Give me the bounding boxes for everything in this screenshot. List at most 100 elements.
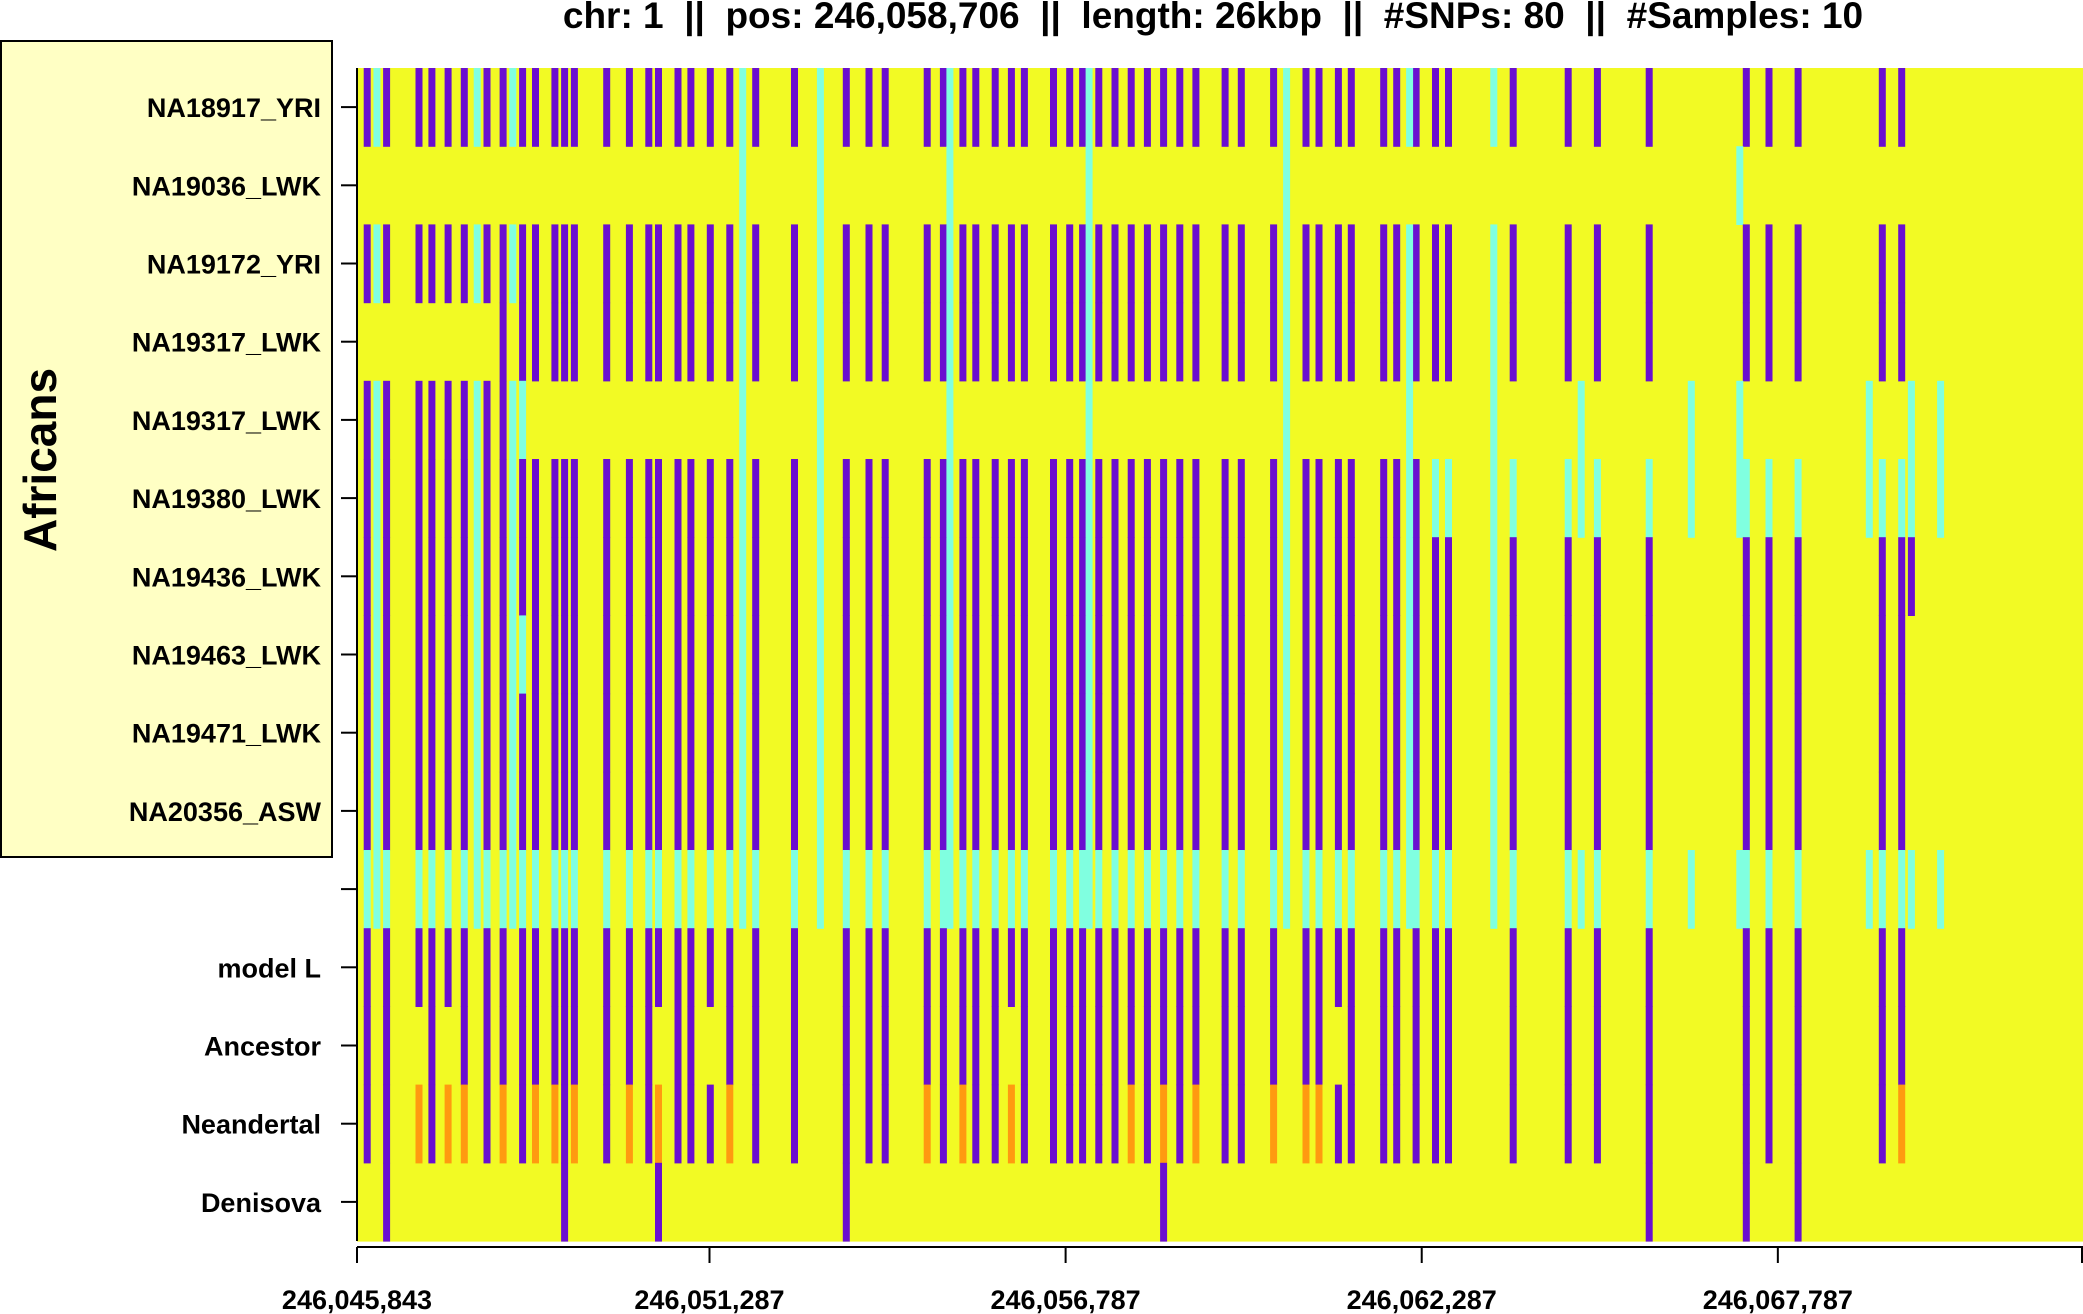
genotype-cell: [1192, 224, 1200, 304]
genotype-cell: [687, 302, 695, 382]
genotype-cell: [959, 1006, 967, 1086]
genotype-cell: [923, 459, 931, 538]
genotype-cell: [1645, 693, 1653, 773]
genotype-cell: [1742, 850, 1750, 929]
genotype-cell: [1192, 459, 1200, 538]
genotype-cell: [1221, 459, 1229, 538]
genotype-cell: [674, 928, 682, 1007]
genotype-cell: [1794, 537, 1802, 616]
genotype-cell: [842, 850, 850, 929]
genotype-cell: [460, 615, 468, 695]
genotype-cell: [570, 68, 578, 147]
genotype-cell: [959, 928, 967, 1007]
genotype-cell: [1237, 459, 1245, 538]
genotype-cell: [881, 302, 889, 382]
genotype-cell: [428, 224, 436, 304]
genotype-cell: [959, 693, 967, 773]
genotype-cell: [1445, 68, 1452, 147]
genotype-cell: [1127, 1006, 1135, 1086]
genotype-cell: [1050, 928, 1057, 1007]
genotype-cell: [1127, 537, 1135, 616]
genotype-cell: [1160, 1084, 1168, 1164]
genotype-cell: [1432, 302, 1439, 382]
genotype-cell: [752, 1006, 760, 1086]
genotype-cell: [1347, 224, 1355, 304]
genotype-cell: [1007, 224, 1015, 304]
genotype-cell: [460, 224, 468, 304]
genotype-cell: [1393, 68, 1401, 147]
genotype-cell: [1445, 302, 1452, 382]
genotype-cell: [816, 459, 824, 538]
genotype-cell: [655, 537, 662, 616]
genotype-cell: [726, 1084, 734, 1164]
genotype-cell: [1160, 224, 1168, 304]
genotype-cell: [726, 1006, 734, 1086]
genotype-cell: [752, 224, 760, 304]
genotype-cell: [791, 615, 798, 695]
genotype-cell: [1160, 459, 1168, 538]
genotype-cell: [1794, 1162, 1802, 1242]
genotype-cell: [532, 615, 539, 695]
genotype-cell: [551, 224, 559, 304]
genotype-cell: [865, 68, 873, 147]
genotype-cell: [1192, 537, 1200, 616]
group-label: Africans: [14, 368, 66, 552]
genotype-cell: [991, 850, 999, 929]
genotype-cell: [1445, 850, 1452, 929]
genotype-cell: [1237, 771, 1245, 851]
genotype-cell: [499, 380, 507, 460]
genotype-cell: [1898, 1006, 1906, 1086]
genotype-cell: [1221, 1084, 1229, 1164]
genotype-cell: [816, 146, 824, 225]
genotype-cell: [1221, 771, 1229, 851]
genotype-cell: [1160, 302, 1168, 382]
genotype-cell: [444, 537, 452, 616]
genotype-cell: [739, 224, 747, 304]
genotype-cell: [1334, 693, 1342, 773]
genotype-cell: [561, 850, 569, 929]
genotype-cell: [1302, 771, 1310, 851]
genotype-cell: [1794, 928, 1802, 1007]
genotype-cell: [1020, 224, 1028, 304]
row-label: NA19380_LWK: [132, 484, 322, 514]
genotype-cell: [1334, 928, 1342, 1007]
genotype-cell: [532, 1084, 539, 1164]
genotype-cell: [1020, 615, 1028, 695]
genotype-cell: [791, 693, 798, 773]
genotype-cell: [1066, 693, 1074, 773]
genotype-cell: [1593, 771, 1601, 851]
genotype-cell: [881, 224, 889, 304]
genotype-cell: [570, 1006, 578, 1086]
genotype-cell: [1490, 380, 1498, 460]
genotype-cell: [1066, 224, 1074, 304]
genotype-cell: [706, 68, 714, 147]
genotype-cell: [1007, 537, 1015, 616]
genotype-cell: [383, 380, 391, 460]
genotype-cell: [1765, 1006, 1773, 1086]
row-label: Denisova: [201, 1188, 322, 1218]
genotype-cell: [991, 1084, 999, 1164]
genotype-cell: [1509, 459, 1517, 538]
genotype-cell: [655, 615, 662, 695]
genotype-cell: [939, 1006, 947, 1086]
genotype-cell: [655, 928, 662, 1007]
genotype-cell: [842, 1084, 850, 1164]
genotype-cell: [1315, 771, 1323, 851]
genotype-cell: [519, 928, 527, 1007]
genotype-cell: [1111, 1084, 1119, 1164]
genotype-cell: [1221, 1006, 1229, 1086]
genotype-cell: [791, 68, 798, 147]
genotype-cell: [1143, 459, 1151, 538]
genotype-cell: [1393, 459, 1401, 538]
genotype-cell: [1050, 459, 1057, 538]
row-background: [357, 850, 2083, 929]
genotype-cell: [1509, 693, 1517, 773]
genotype-cell: [1878, 1006, 1886, 1086]
genotype-cell: [1127, 693, 1135, 773]
genotype-cell: [1445, 771, 1452, 851]
genotype-cell: [1380, 850, 1388, 929]
genotype-cell: [363, 615, 371, 695]
genotype-cell: [532, 771, 539, 851]
genotype-cell: [1742, 459, 1750, 538]
genotype-cell: [1066, 928, 1074, 1007]
